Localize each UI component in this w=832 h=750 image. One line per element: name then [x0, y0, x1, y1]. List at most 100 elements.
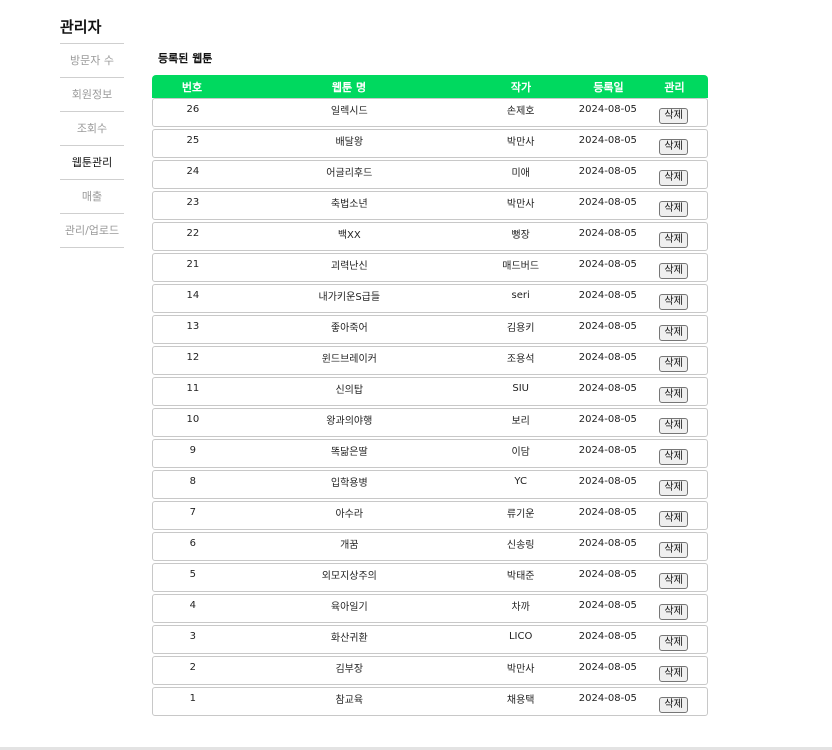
row-author: 차까	[511, 602, 530, 613]
row-title: 육아일기	[330, 602, 368, 613]
row-date: 2024-08-05	[578, 290, 637, 301]
row-num: 21	[186, 259, 200, 270]
webtoon-table: 번호 웹툰 명 작가 등록일 관리 26 일렉시드 손제호 2024-08-05 삭제 2…	[152, 75, 708, 716]
row-title: 외모지상주의	[321, 571, 377, 582]
table-row: 12 윈드브레이커 조용석 2024-08-05 삭제	[152, 346, 708, 375]
delete-button[interactable]: 삭제	[659, 572, 688, 589]
row-manage: 삭제	[640, 353, 707, 372]
row-manage: 삭제	[640, 260, 707, 279]
row-num: 1	[189, 693, 197, 704]
table-row: 13 좋아죽어 김용키 2024-08-05 삭제	[152, 315, 708, 344]
row-num: 6	[189, 538, 197, 549]
row-author: 미애	[511, 168, 530, 179]
table-body: 26 일렉시드 손제호 2024-08-05 삭제 25 배달왕 박만사 2024-08-05 삭…	[152, 98, 708, 716]
row-title: 화산귀환	[330, 633, 368, 644]
delete-button[interactable]: 삭제	[659, 696, 688, 713]
delete-button[interactable]: 삭제	[659, 107, 688, 124]
row-title: 좋아죽어	[330, 323, 368, 334]
row-manage: 삭제	[640, 663, 707, 682]
row-manage: 삭제	[640, 105, 707, 124]
section-title: 등록된 웹툰	[158, 52, 213, 65]
delete-button[interactable]: 삭제	[659, 386, 688, 403]
delete-button[interactable]: 삭제	[659, 355, 688, 372]
row-manage: 삭제	[640, 601, 707, 620]
row-manage: 삭제	[640, 477, 707, 496]
sidebar-item-visitors[interactable]: 방문자 수	[60, 44, 124, 78]
row-author: 박만사	[506, 664, 535, 675]
row-manage: 삭제	[640, 539, 707, 558]
delete-button[interactable]: 삭제	[659, 603, 688, 620]
row-num: 22	[186, 228, 200, 239]
row-manage: 삭제	[640, 229, 707, 248]
row-num: 25	[186, 135, 200, 146]
delete-button[interactable]: 삭제	[659, 262, 688, 279]
delete-button[interactable]: 삭제	[659, 510, 688, 527]
delete-button[interactable]: 삭제	[659, 479, 688, 496]
sidebar-item-webtoon-management[interactable]: 웹툰관리	[60, 146, 124, 180]
table-row: 7 아수라 류기운 2024-08-05 삭제	[152, 501, 708, 530]
row-date: 2024-08-05	[578, 352, 637, 363]
delete-button[interactable]: 삭제	[659, 138, 688, 155]
row-title: 참교육	[335, 695, 364, 706]
row-title: 백XX	[337, 230, 361, 241]
row-author: 류기운	[506, 509, 535, 520]
delete-button[interactable]: 삭제	[659, 169, 688, 186]
delete-button[interactable]: 삭제	[659, 448, 688, 465]
row-manage: 삭제	[640, 415, 707, 434]
row-author: LICO	[508, 631, 533, 642]
sidebar-item-upload[interactable]: 관리/업로드	[60, 214, 124, 248]
row-title: 윈드브레이커	[321, 354, 377, 365]
table-row: 6 개꿈 신송링 2024-08-05 삭제	[152, 532, 708, 561]
row-author: 보리	[511, 416, 530, 427]
sidebar-item-sales[interactable]: 매출	[60, 180, 124, 214]
row-num: 3	[189, 631, 197, 642]
delete-button[interactable]: 삭제	[659, 200, 688, 217]
row-title: 신의탑	[335, 385, 364, 396]
table-row: 26 일렉시드 손제호 2024-08-05 삭제	[152, 98, 708, 127]
row-num: 12	[186, 352, 200, 363]
row-date: 2024-08-05	[578, 631, 637, 642]
row-author: 박만사	[506, 137, 535, 148]
delete-button[interactable]: 삭제	[659, 417, 688, 434]
header-date: 등록일	[593, 80, 624, 94]
delete-button[interactable]: 삭제	[659, 541, 688, 558]
row-author: 이담	[511, 447, 530, 458]
row-manage: 삭제	[640, 632, 707, 651]
row-date: 2024-08-05	[578, 135, 637, 146]
table-row: 10 왕과의야행 보리 2024-08-05 삭제	[152, 408, 708, 437]
table-row: 3 화산귀환 LICO 2024-08-05 삭제	[152, 625, 708, 654]
row-author: 박만사	[506, 199, 535, 210]
row-date: 2024-08-05	[578, 445, 637, 456]
table-row: 8 입학용병 YC 2024-08-05 삭제	[152, 470, 708, 499]
row-date: 2024-08-05	[578, 383, 637, 394]
row-num: 14	[186, 290, 200, 301]
header-manage: 관리	[664, 80, 685, 94]
row-title: 아수라	[335, 509, 364, 520]
row-date: 2024-08-05	[578, 507, 637, 518]
table-row: 23 축법소년 박만사 2024-08-05 삭제	[152, 191, 708, 220]
table-row: 14 내가키운S급들 seri 2024-08-05 삭제	[152, 284, 708, 313]
delete-button[interactable]: 삭제	[659, 634, 688, 651]
delete-button[interactable]: 삭제	[659, 293, 688, 310]
row-date: 2024-08-05	[578, 166, 637, 177]
row-author: 채용택	[506, 695, 535, 706]
row-manage: 삭제	[640, 570, 707, 589]
row-manage: 삭제	[640, 167, 707, 186]
row-author: 김용키	[506, 323, 535, 334]
row-title: 김부장	[335, 664, 364, 675]
row-date: 2024-08-05	[578, 693, 637, 704]
row-num: 13	[186, 321, 200, 332]
sidebar-item-members[interactable]: 회원정보	[60, 78, 124, 112]
header-author: 작가	[510, 80, 532, 94]
row-manage: 삭제	[640, 322, 707, 341]
delete-button[interactable]: 삭제	[659, 665, 688, 682]
row-title: 왕과의야행	[326, 416, 373, 427]
delete-button[interactable]: 삭제	[659, 231, 688, 248]
row-num: 9	[189, 445, 197, 456]
row-author: 박태준	[506, 571, 535, 582]
row-author: 손제호	[506, 106, 535, 117]
sidebar-item-views[interactable]: 조회수	[60, 112, 124, 146]
row-author: 신송링	[506, 540, 535, 551]
delete-button[interactable]: 삭제	[659, 324, 688, 341]
row-num: 26	[186, 104, 200, 115]
